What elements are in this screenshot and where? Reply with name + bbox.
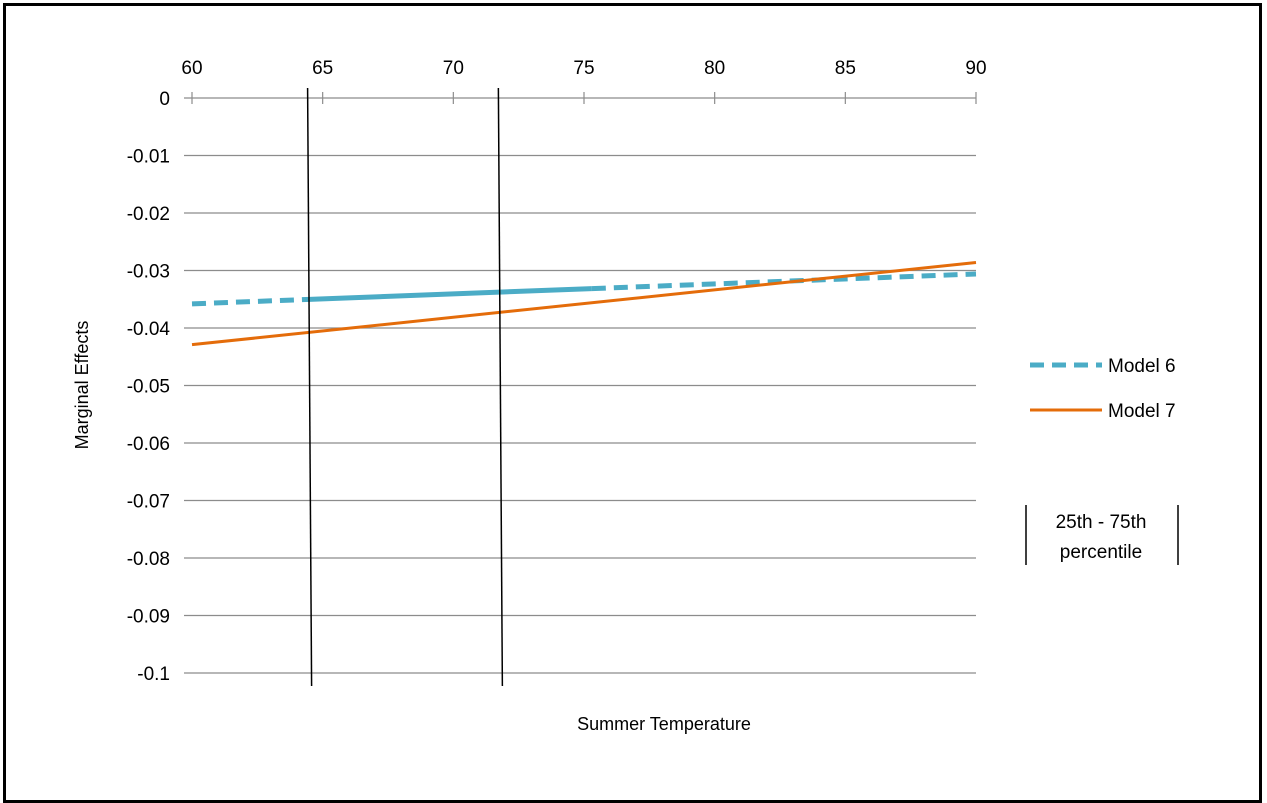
percentile-line-1	[497, 87, 504, 687]
x-axis-ticks: 60 65 70 75 80 85 90	[181, 58, 987, 104]
x-tick-label-3: 75	[573, 58, 594, 79]
series-model-6-dashed-right	[591, 271, 977, 292]
legend-percentile-label-line2: percentile	[1060, 542, 1142, 563]
series-lines	[191, 260, 977, 347]
percentile-lines	[306, 87, 504, 687]
x-tick-label-6: 90	[965, 58, 986, 79]
x-tick-label-4: 80	[704, 58, 725, 79]
x-tick-label-2: 70	[443, 58, 464, 79]
y-tick-label-0: 0	[159, 89, 170, 110]
series-model-7-line	[191, 260, 977, 347]
y-tick-label-1: -0.01	[127, 147, 170, 168]
series-model-6-solid-middle	[309, 286, 592, 302]
x-tick-label-0: 60	[181, 58, 202, 79]
legend-percentile-label-line1: 25th - 75th	[1056, 512, 1147, 533]
series-model-6-dashed-left	[191, 296, 310, 307]
gridlines	[184, 97, 976, 674]
y-tick-label-6: -0.06	[127, 434, 170, 455]
y-tick-label-9: -0.09	[127, 607, 170, 628]
y-tick-label-10: -0.1	[137, 664, 170, 685]
y-tick-label-3: -0.03	[127, 262, 170, 283]
legend-label-model-7: Model 7	[1108, 401, 1176, 422]
y-tick-label-8: -0.08	[127, 549, 170, 570]
percentile-line-0	[306, 87, 313, 687]
y-axis-ticks: 0 -0.01 -0.02 -0.03 -0.04 -0.05 -0.06 -0.07 -0.0…	[127, 89, 171, 685]
y-axis-title: Marginal Effects	[72, 321, 92, 450]
legend-label-model-6: Model 6	[1108, 356, 1176, 377]
x-tick-label-1: 65	[312, 58, 333, 79]
legend: Model 6 Model 7 25th - 75th percentile	[1025, 356, 1179, 565]
x-tick-label-5: 85	[835, 58, 856, 79]
y-tick-label-4: -0.04	[127, 319, 171, 340]
y-tick-label-5: -0.05	[127, 377, 170, 398]
y-tick-label-2: -0.02	[127, 204, 170, 225]
x-axis-title: Summer Temperature	[577, 714, 751, 734]
y-tick-label-7: -0.07	[127, 492, 170, 513]
